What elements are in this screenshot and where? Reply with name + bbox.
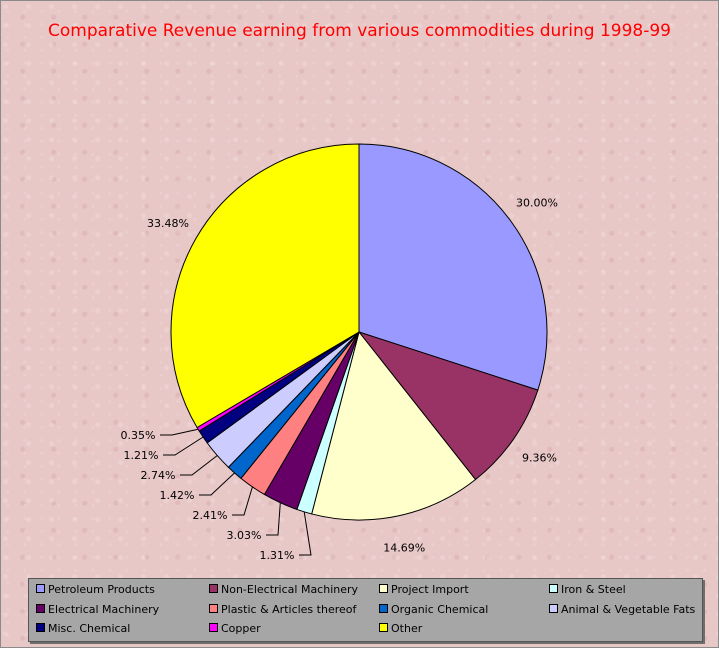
- leader-line: [163, 436, 204, 456]
- legend-label: Other: [391, 622, 423, 635]
- legend-item: Animal & Vegetable Fats: [549, 603, 695, 617]
- leader-line: [266, 502, 281, 536]
- legend-item: Project Import: [379, 583, 469, 597]
- pie-slice: [357, 331, 539, 481]
- legend-item: Iron & Steel: [549, 583, 626, 597]
- chart-legend: Petroleum Products Non-Electrical Machine…: [28, 578, 703, 642]
- legend-swatch: [209, 584, 218, 593]
- slice-value-label: 30.00%: [516, 197, 558, 210]
- legend-swatch: [379, 623, 388, 632]
- slice-value-label: 1.42%: [160, 489, 195, 502]
- slice-value-label: 9.36%: [522, 452, 557, 465]
- slice-value-label: 2.41%: [193, 509, 228, 522]
- slice-value-label: 2.74%: [141, 469, 176, 482]
- legend-item: Petroleum Products: [36, 583, 155, 597]
- legend-swatch: [549, 584, 558, 593]
- slice-value-label: 3.03%: [227, 529, 262, 542]
- leader-line: [180, 455, 218, 476]
- legend-swatch: [379, 603, 388, 613]
- legend-label: Project Import: [391, 583, 469, 596]
- legend-label: Iron & Steel: [561, 583, 626, 596]
- legend-label: Copper: [221, 622, 261, 635]
- legend-label: Organic Chemical: [391, 602, 489, 616]
- slice-value-label: 1.21%: [124, 449, 159, 462]
- legend-item: Plastic & Articles thereof: [209, 603, 356, 617]
- legend-item: Copper: [209, 622, 261, 636]
- legend-label: Non-Electrical Machinery: [221, 583, 359, 596]
- legend-item: Misc. Chemical: [36, 622, 130, 636]
- slice-value-label: 33.48%: [147, 217, 189, 230]
- legend-item: Electrical Machinery: [36, 603, 159, 617]
- legend-swatch: [36, 623, 45, 632]
- legend-label: Plastic & Articles thereof: [221, 602, 357, 616]
- legend-label: Animal & Vegetable Fats: [561, 602, 696, 616]
- pie-slice: [358, 143, 548, 391]
- legend-swatch: [209, 603, 218, 613]
- legend-label: Petroleum Products: [48, 583, 155, 596]
- leader-line: [299, 511, 312, 556]
- legend-label: Misc. Chemical: [48, 622, 131, 635]
- legend-swatch: [209, 623, 218, 632]
- legend-item: Other: [379, 622, 422, 636]
- leader-line: [232, 486, 253, 516]
- legend-item: Non-Electrical Machinery: [209, 583, 358, 597]
- leader-line: [199, 472, 235, 496]
- legend-swatch: [379, 584, 388, 593]
- leader-line: [160, 428, 199, 436]
- legend-item: Organic Chemical: [379, 603, 488, 617]
- chart-title: Comparative Revenue earning from various…: [48, 21, 671, 41]
- pie-slice: [311, 330, 477, 521]
- slice-value-label: 1.31%: [260, 549, 295, 562]
- slice-value-label: 14.69%: [383, 541, 425, 554]
- legend-swatch: [549, 603, 558, 613]
- slice-value-label: 0.35%: [121, 429, 156, 442]
- legend-label: Electrical Machinery: [48, 602, 160, 616]
- pie-slice: [170, 143, 360, 429]
- legend-swatch: [36, 584, 45, 593]
- legend-swatch: [36, 603, 45, 613]
